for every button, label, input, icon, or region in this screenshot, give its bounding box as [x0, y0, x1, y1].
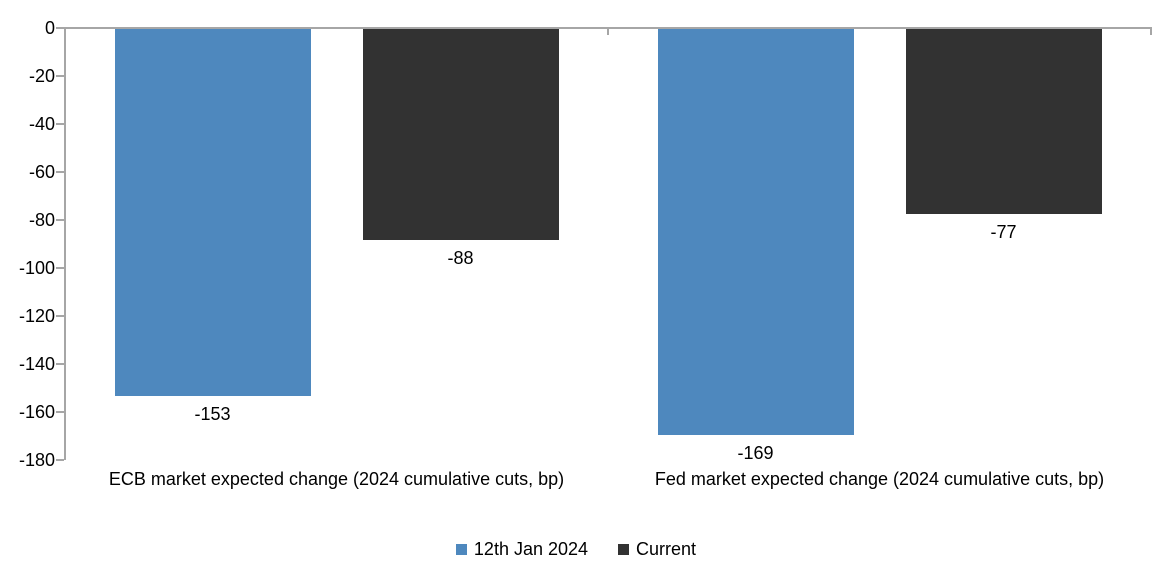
y-axis-line: [64, 28, 66, 460]
legend-swatch-icon: [618, 544, 630, 555]
category-label: ECB market expected change (2024 cumulat…: [108, 469, 565, 489]
y-axis-tick: [56, 27, 64, 29]
bar-series1: [657, 29, 854, 435]
y-axis-tick-label: -120: [18, 306, 55, 326]
y-axis-tick: [56, 315, 64, 317]
y-axis-tick: [56, 411, 64, 413]
y-axis-tick-label: -80: [28, 210, 55, 230]
bar-data-label: -77: [990, 221, 1017, 242]
bar-data-label: -169: [737, 442, 774, 463]
bar-data-label: -153: [194, 404, 231, 425]
legend-label: 12th Jan 2024: [473, 539, 589, 559]
y-axis-tick: [56, 171, 64, 173]
category-boundary-tick: [607, 29, 609, 35]
y-axis-tick-label: -20: [28, 66, 55, 86]
y-axis-tick-label: -40: [28, 114, 55, 134]
category-boundary-tick: [1150, 29, 1152, 35]
y-axis-tick-label: 0: [44, 18, 55, 38]
category-label: Fed market expected change (2024 cumulat…: [654, 469, 1105, 489]
x-axis-zero-line: [64, 27, 1152, 29]
y-axis-tick: [56, 459, 64, 461]
y-axis-tick-label: -140: [18, 354, 55, 374]
legend-label: Current: [636, 539, 697, 559]
legend-swatch-icon: [455, 544, 467, 555]
y-axis-tick: [56, 219, 64, 221]
bar-series2: [905, 29, 1102, 214]
bar-data-label: -88: [447, 248, 474, 269]
legend: 12th Jan 2024 Current: [0, 539, 1152, 560]
y-axis-tick: [56, 363, 64, 365]
bar-series2: [362, 29, 559, 241]
legend-item: 12th Jan 2024: [455, 539, 589, 560]
y-axis-tick-label: -180: [18, 450, 55, 470]
y-axis-tick: [56, 75, 64, 77]
y-axis-tick: [56, 267, 64, 269]
bar-series1: [114, 29, 311, 397]
legend-item: Current: [618, 539, 696, 560]
y-axis-tick-label: -100: [18, 258, 55, 278]
y-axis-tick: [56, 123, 64, 125]
y-axis-tick-label: -160: [18, 402, 55, 422]
y-axis-tick-label: -60: [28, 162, 55, 182]
